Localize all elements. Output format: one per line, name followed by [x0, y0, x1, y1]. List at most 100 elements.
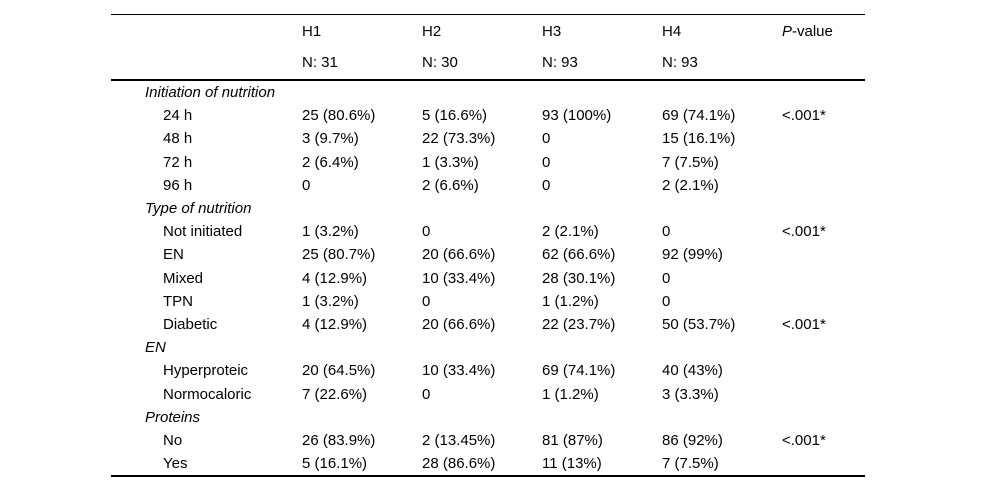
cell-h3: 0 — [542, 130, 551, 148]
cell-h3: 2 (2.1%) — [542, 223, 599, 241]
cell-h3: 93 (100%) — [542, 107, 612, 125]
row-label: Diabetic — [163, 315, 218, 333]
cell-h4: 7 (7.5%) — [662, 455, 719, 473]
cell-h2: 20 (66.6%) — [422, 315, 496, 333]
table-section-row: Initiation of nutrition — [111, 81, 865, 104]
section-title: Type of nutrition — [145, 200, 252, 218]
cell-h1: 4 (12.9%) — [302, 269, 368, 287]
cell-h2: 0 — [422, 223, 431, 241]
column-header-h2: H2 — [422, 23, 442, 40]
cell-h2: 2 (6.6%) — [422, 176, 479, 194]
row-label: Mixed — [163, 269, 204, 287]
cell-h4: 0 — [662, 269, 671, 287]
cell-h3: 81 (87%) — [542, 431, 603, 449]
column-header-h1: H1 — [302, 23, 322, 40]
cell-h4: 0 — [662, 223, 671, 241]
row-label: 24 h — [163, 107, 193, 125]
cell-h1: 3 (9.7%) — [302, 130, 359, 148]
row-label: 72 h — [163, 153, 193, 171]
cell-h1: 7 (22.6%) — [302, 385, 368, 403]
row-label: TPN — [163, 292, 193, 310]
column-header-h4: H4 — [662, 23, 682, 40]
cell-h1: 0 — [302, 176, 311, 194]
cell-h3: 69 (74.1%) — [542, 362, 616, 380]
cell-h2: 28 (86.6%) — [422, 455, 496, 473]
cell-h4: 7 (7.5%) — [662, 153, 719, 171]
cell-h1: 20 (64.5%) — [302, 362, 376, 380]
table-section-row: EN — [111, 336, 865, 359]
cell-pvalue: <.001* — [782, 223, 826, 241]
cell-h3: 0 — [542, 153, 551, 171]
pvalue-prefix: P — [782, 23, 793, 40]
n-count-h1: N: 31 — [302, 54, 338, 71]
cell-h1: 4 (12.9%) — [302, 315, 368, 333]
cell-h2: 2 (13.45%) — [422, 431, 496, 449]
header-group-row: H1 H2 H3 H4 P-value — [111, 16, 865, 47]
cell-h1: 5 (16.1%) — [302, 455, 368, 473]
section-title: EN — [145, 339, 166, 357]
cell-h1: 1 (3.2%) — [302, 223, 359, 241]
row-label: 96 h — [163, 176, 193, 194]
cell-h3: 62 (66.6%) — [542, 246, 616, 264]
table-section-row: Proteins — [111, 406, 865, 429]
cell-h3: 22 (23.7%) — [542, 315, 616, 333]
table-header: H1 H2 H3 H4 P-value N: 31 N: 30 N: 93 N:… — [111, 15, 865, 81]
table-section-row: Type of nutrition — [111, 197, 865, 220]
row-label: No — [163, 431, 183, 449]
cell-h2: 22 (73.3%) — [422, 130, 496, 148]
table-row: EN 25 (80.7%) 20 (66.6%) 62 (66.6%) 92 (… — [111, 243, 865, 266]
cell-h2: 0 — [422, 292, 431, 310]
row-label: Not initiated — [163, 223, 243, 241]
cell-h2: 10 (33.4%) — [422, 362, 496, 380]
table-row: 72 h 2 (6.4%) 1 (3.3%) 0 7 (7.5%) — [111, 151, 865, 174]
cell-h4: 15 (16.1%) — [662, 130, 736, 148]
cell-pvalue: <.001* — [782, 107, 826, 125]
cell-h2: 10 (33.4%) — [422, 269, 496, 287]
cell-h2: 0 — [422, 385, 431, 403]
cell-pvalue: <.001* — [782, 315, 826, 333]
cell-h3: 1 (1.2%) — [542, 385, 599, 403]
results-table: H1 H2 H3 H4 P-value N: 31 N: 30 N: 93 N:… — [111, 14, 865, 478]
pvalue-suffix: -value — [792, 23, 833, 40]
cell-h4: 86 (92%) — [662, 431, 723, 449]
n-count-h3: N: 93 — [542, 54, 578, 71]
cell-h1: 1 (3.2%) — [302, 292, 359, 310]
table-row: 24 h 25 (80.6%) 5 (16.6%) 93 (100%) 69 (… — [111, 104, 865, 127]
table-row: TPN 1 (3.2%) 0 1 (1.2%) 0 — [111, 290, 865, 313]
n-count-h4: N: 93 — [662, 54, 698, 71]
cell-h4: 69 (74.1%) — [662, 107, 736, 125]
table-row: Not initiated 1 (3.2%) 0 2 (2.1%) 0 <.00… — [111, 220, 865, 243]
header-n-row: N: 31 N: 30 N: 93 N: 93 — [111, 47, 865, 78]
column-header-h3: H3 — [542, 23, 562, 40]
cell-h4: 2 (2.1%) — [662, 176, 719, 194]
table-row: Mixed 4 (12.9%) 10 (33.4%) 28 (30.1%) 0 — [111, 267, 865, 290]
cell-h4: 92 (99%) — [662, 246, 723, 264]
cell-h1: 2 (6.4%) — [302, 153, 359, 171]
row-label: Normocaloric — [163, 385, 252, 403]
table-row: Yes 5 (16.1%) 28 (86.6%) 11 (13%) 7 (7.5… — [111, 452, 865, 475]
cell-h2: 5 (16.6%) — [422, 107, 488, 125]
section-title: Proteins — [145, 408, 201, 426]
cell-h4: 40 (43%) — [662, 362, 723, 380]
cell-h3: 1 (1.2%) — [542, 292, 599, 310]
cell-h3: 0 — [542, 176, 551, 194]
table-row: Hyperproteic 20 (64.5%) 10 (33.4%) 69 (7… — [111, 359, 865, 382]
section-title: Initiation of nutrition — [145, 84, 276, 102]
table-row: Diabetic 4 (12.9%) 20 (66.6%) 22 (23.7%)… — [111, 313, 865, 336]
table-row: 96 h 0 2 (6.6%) 0 2 (2.1%) — [111, 174, 865, 197]
table-row: 48 h 3 (9.7%) 22 (73.3%) 0 15 (16.1%) — [111, 127, 865, 150]
cell-h4: 0 — [662, 292, 671, 310]
cell-h3: 11 (13%) — [542, 455, 602, 473]
row-label: Hyperproteic — [163, 362, 249, 380]
table-row: Normocaloric 7 (22.6%) 0 1 (1.2%) 3 (3.3… — [111, 382, 865, 405]
cell-h3: 28 (30.1%) — [542, 269, 616, 287]
cell-h2: 1 (3.3%) — [422, 153, 479, 171]
row-label: EN — [163, 246, 184, 264]
cell-h1: 26 (83.9%) — [302, 431, 376, 449]
cell-h2: 20 (66.6%) — [422, 246, 496, 264]
cell-h4: 3 (3.3%) — [662, 385, 719, 403]
table-row: No 26 (83.9%) 2 (13.45%) 81 (87%) 86 (92… — [111, 429, 865, 452]
cell-h1: 25 (80.7%) — [302, 246, 376, 264]
row-label: Yes — [163, 455, 188, 473]
cell-pvalue: <.001* — [782, 431, 826, 449]
